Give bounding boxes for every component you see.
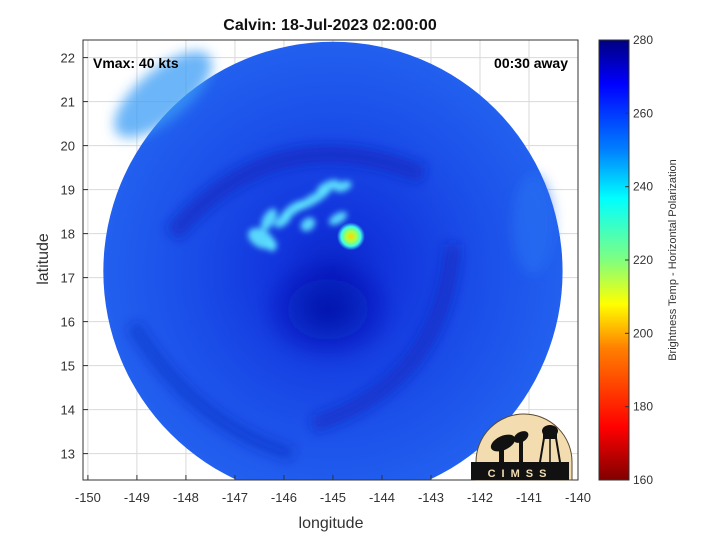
cold-cloud (300, 217, 316, 232)
x-tick-label: -142 (467, 490, 493, 505)
y-tick-label: 14 (61, 403, 75, 418)
x-tick-label: -146 (271, 490, 297, 505)
colorbar-ticks: 160 180 200 220 240 260 280 (625, 33, 653, 487)
plot-frame (82, 39, 579, 481)
logo-base (471, 462, 569, 480)
warm-patch (114, 51, 212, 138)
rainband (166, 145, 427, 241)
x-tick-label: -143 (418, 490, 444, 505)
plot-title: Calvin: 18-Jul-2023 02:00:00 (223, 17, 437, 34)
cold-cloud (261, 208, 277, 231)
eye-region (257, 254, 398, 365)
cold-cloud (295, 188, 331, 211)
logo-dish-icon (490, 431, 529, 462)
x-axis-ticks: -150 -149 -148 -147 -146 -145 -144 -143 -142 -141… (75, 475, 591, 505)
time-offset-label: 00:30 away (494, 55, 568, 71)
cloud-structure (114, 51, 553, 462)
y-tick-label: 13 (61, 447, 75, 462)
brightness-temperature-swath (103, 41, 563, 480)
logo-water-tower-icon (539, 425, 561, 463)
x-axis-label: longitude (299, 515, 364, 532)
y-tick-label: 19 (61, 183, 75, 198)
colorbar-tick-label: 180 (633, 400, 653, 414)
x-tick-label: -141 (516, 490, 542, 505)
colorbar-tick-label: 260 (633, 106, 653, 120)
cold-cloud (316, 179, 340, 194)
y-tick-label: 15 (61, 359, 75, 374)
colorbar-tick-label: 280 (633, 33, 653, 47)
warm-patch (512, 174, 553, 275)
x-tick-label: -145 (320, 490, 346, 505)
y-tick-label: 21 (61, 95, 75, 110)
x-tick-label: -149 (124, 490, 150, 505)
y-tick-label: 22 (61, 51, 75, 66)
vmax-label: Vmax: 40 kts (93, 55, 179, 71)
cimss-logo: CIMSS (471, 413, 573, 481)
x-tick-label: -150 (75, 490, 101, 505)
colorbar-tick-label: 200 (633, 326, 653, 340)
x-tick-label: -147 (222, 490, 248, 505)
y-tick-label: 16 (61, 315, 75, 330)
colorbar-tick-label: 220 (633, 253, 653, 267)
colorbar (598, 39, 630, 481)
x-tick-label: -140 (565, 490, 591, 505)
y-tick-label: 20 (61, 139, 75, 154)
rainband (310, 243, 461, 433)
rainband (126, 320, 295, 462)
cold-cloud (334, 180, 352, 193)
y-tick-label: 18 (61, 227, 75, 242)
colorbar-tick-label: 160 (633, 473, 653, 487)
y-axis-ticks: 13 14 15 16 17 18 19 20 21 22 (61, 51, 88, 462)
x-tick-label: -144 (369, 490, 395, 505)
x-tick-label: -148 (173, 490, 199, 505)
logo-text: CIMSS (488, 468, 553, 480)
y-axis-label: latitude (35, 233, 52, 285)
deep-convection (336, 222, 365, 251)
cold-cloud (328, 211, 347, 226)
colorbar-tick-label: 240 (633, 180, 653, 194)
colorbar-label: Brightness Temp - Horizontal Polarizatio… (667, 159, 679, 361)
cold-cloud (266, 239, 277, 252)
y-tick-label: 17 (61, 271, 75, 286)
